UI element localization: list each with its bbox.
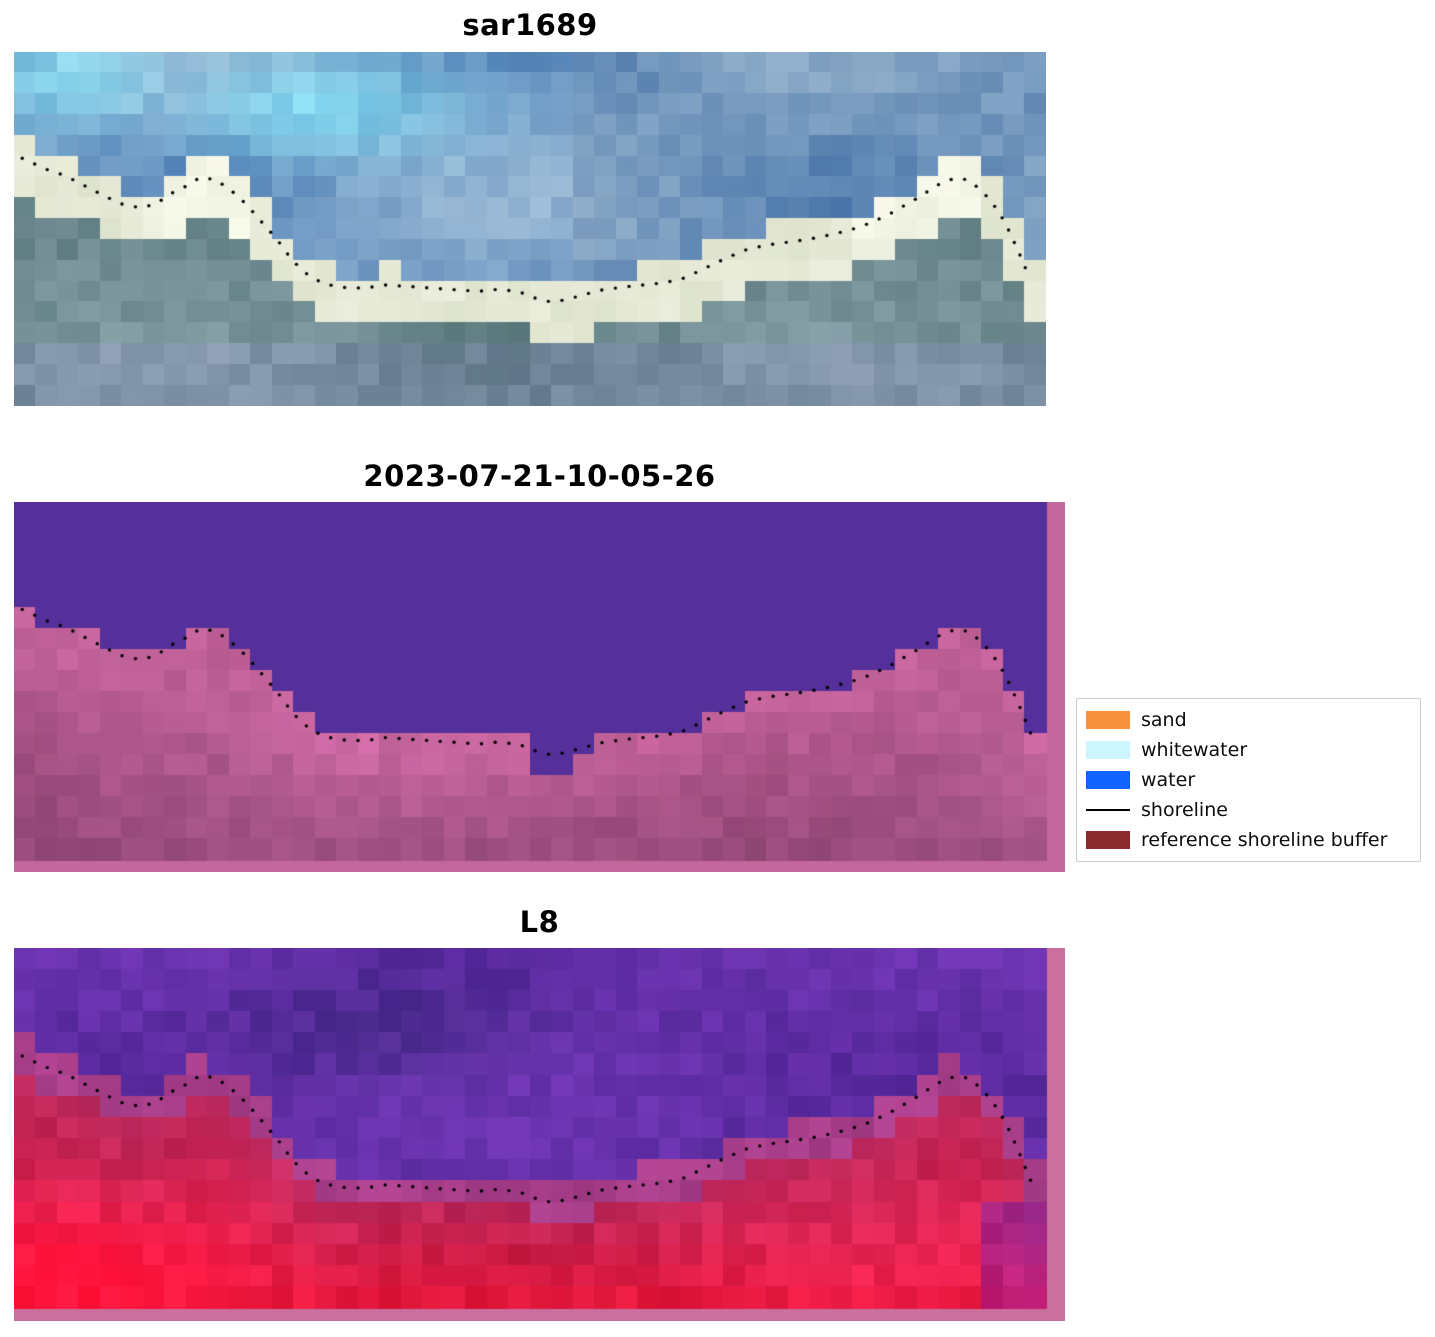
legend-item-reference-shoreline-buffer: reference shoreline buffer [1086, 825, 1411, 855]
legend-label-sand: sand [1141, 709, 1187, 731]
panel-title-classified-date: 2023-07-21-10-05-26 [363, 459, 716, 493]
legend-label-whitewater: whitewater [1141, 739, 1248, 761]
legend-item-whitewater: whitewater [1086, 735, 1411, 765]
panel-title-sar1689: sar1689 [462, 8, 598, 42]
sand-swatch-icon [1086, 711, 1130, 729]
legend-item-water: water [1086, 765, 1411, 795]
panel-image-sar1689 [14, 52, 1046, 406]
legend-label-water: water [1141, 769, 1196, 791]
reference-buffer-swatch-icon [1086, 831, 1130, 849]
legend-label-reference-buffer: reference shoreline buffer [1141, 829, 1388, 851]
legend-label-shoreline: shoreline [1141, 799, 1228, 821]
legend-item-sand: sand [1086, 705, 1411, 735]
panel-title-l8: L8 [519, 905, 560, 939]
panel-image-l8 [14, 948, 1065, 1321]
panel-image-classified [14, 502, 1065, 872]
legend-item-shoreline: shoreline [1086, 795, 1411, 825]
water-swatch-icon [1086, 771, 1130, 789]
shoreline-line-icon [1086, 808, 1130, 812]
whitewater-swatch-icon [1086, 741, 1130, 759]
legend: sand whitewater water shoreline referenc… [1076, 698, 1421, 862]
